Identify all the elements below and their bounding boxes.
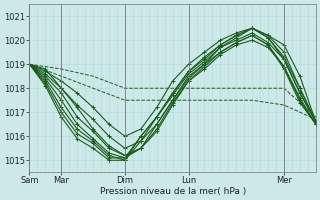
X-axis label: Pression niveau de la mer( hPa ): Pression niveau de la mer( hPa )	[100, 187, 246, 196]
